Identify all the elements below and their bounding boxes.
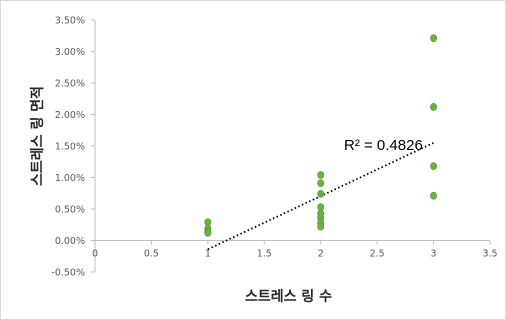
y-tick-label: 2.50% (55, 79, 85, 90)
data-point (317, 179, 325, 188)
y-tick-label: 0.00% (55, 236, 85, 247)
data-point (317, 171, 325, 179)
y-tick-label: 1.50% (55, 142, 85, 153)
x-axis-title: 스트레스 링 수 (245, 288, 332, 305)
x-tick-label: 1 (205, 249, 211, 260)
y-tick-label: 3.00% (55, 47, 85, 58)
data-point (317, 222, 325, 231)
y-tick-label: 2.00% (55, 110, 85, 121)
y-tick-label: 3.50% (55, 16, 85, 27)
x-tick-label: 3.5 (482, 249, 497, 260)
data-point (204, 229, 212, 237)
x-tick-label: 0 (92, 249, 98, 260)
y-tick-label: 0.50% (55, 205, 85, 216)
data-point (430, 162, 438, 171)
r2-label: R² = 0.4826 (344, 137, 423, 154)
data-point (430, 34, 438, 43)
y-axis-title: 스트레스 링 면적 (29, 86, 46, 186)
y-tick-label: -0.50% (51, 268, 85, 279)
data-point (430, 103, 438, 111)
data-point (430, 191, 438, 200)
x-tick-label: 2 (318, 249, 324, 260)
data-points (204, 34, 438, 237)
y-tick-label: 1.00% (55, 173, 85, 184)
x-tick-label: 2.5 (370, 249, 385, 260)
x-tick-label: 0.5 (144, 249, 159, 260)
x-axis: 0 0.5 1 1.5 2 2.5 3 3.5 (92, 240, 498, 260)
y-axis: -0.50% 0.00% 0.50% 1.00% 1.50% 2.00% 2.50% 3.00… (51, 16, 96, 279)
x-tick-label: 3 (431, 249, 437, 260)
x-tick-label: 1.5 (257, 249, 272, 260)
data-point (317, 189, 325, 198)
